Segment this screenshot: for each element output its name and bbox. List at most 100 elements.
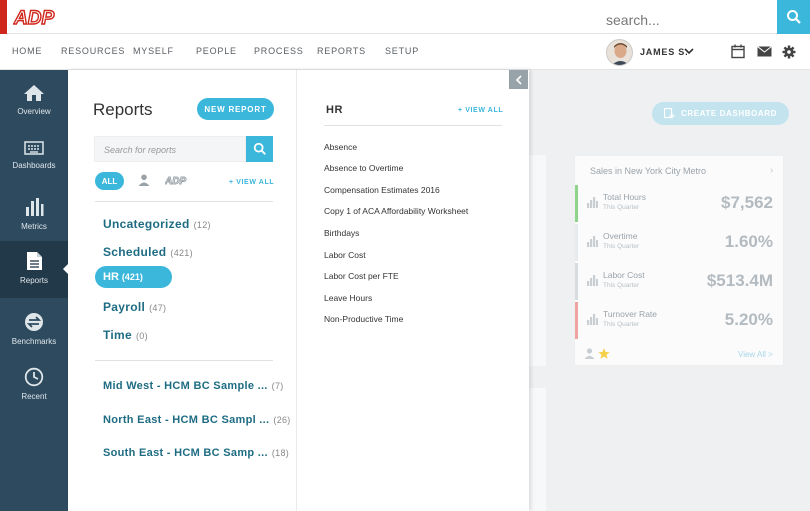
category-count: (12) <box>193 220 211 230</box>
hr-view-all-link[interactable]: + VIEW ALL <box>458 107 504 114</box>
sidebar-item-label: Recent <box>21 392 47 401</box>
report-search-button[interactable] <box>246 136 273 162</box>
report-search-input[interactable]: Search for reports <box>94 136 246 162</box>
report-link[interactable]: Compensation Estimates 2016 <box>324 185 440 195</box>
global-search-button[interactable] <box>777 0 810 34</box>
category-label: HR <box>103 271 119 283</box>
report-link[interactable]: Leave Hours <box>324 293 373 303</box>
calendar-icon[interactable] <box>731 44 745 59</box>
filter-all[interactable]: ALL <box>95 172 124 190</box>
user-name[interactable]: JAMES S. <box>640 47 689 57</box>
category-count: (421) <box>170 248 193 258</box>
group-mid-west[interactable]: Mid West - HCM BC Sample ... (7) <box>103 380 284 392</box>
hr-column-title: HR <box>326 104 343 116</box>
category-scheduled[interactable]: Scheduled (421) <box>103 245 193 259</box>
category-label: Time <box>103 328 132 342</box>
kpi-status-bar <box>575 263 578 300</box>
kpi-status-bar <box>575 302 578 339</box>
category-payroll[interactable]: Payroll (47) <box>103 300 166 314</box>
bar-chart-icon <box>587 314 598 325</box>
reports-panel: Reports NEW REPORT Search for reports AL… <box>68 70 529 511</box>
bar-chart-icon <box>26 198 44 216</box>
report-link[interactable]: Birthdays <box>324 228 360 238</box>
new-report-button[interactable]: NEW REPORT <box>197 98 274 120</box>
nav-myself[interactable]: MYSELF <box>133 46 174 56</box>
dashboard-card-partial-lower <box>528 388 546 511</box>
column-divider <box>296 70 297 511</box>
divider <box>95 360 273 361</box>
kpi-row[interactable]: Total Hours This Quarter $7,562 <box>575 185 783 222</box>
collapse-panel-button[interactable] <box>509 70 528 89</box>
nav-process[interactable]: PROCESS <box>254 46 304 56</box>
divider <box>95 201 273 202</box>
chevron-right-icon[interactable]: › <box>770 165 774 176</box>
kpi-status-bar <box>575 224 578 261</box>
kpi-row[interactable]: Labor Cost This Quarter $513.4M <box>575 263 783 300</box>
sidebar-item-reports[interactable]: Reports <box>0 241 69 298</box>
kpi-name: Overtime <box>603 231 638 241</box>
category-count: (0) <box>136 331 148 341</box>
star-icon[interactable] <box>598 348 610 359</box>
kpi-row[interactable]: Turnover Rate This Quarter 5.20% <box>575 302 783 339</box>
kpi-period: This Quarter <box>603 282 640 289</box>
kpi-card: Sales in New York City Metro › Total Hou… <box>574 155 784 366</box>
kpi-row[interactable]: Overtime This Quarter 1.60% <box>575 224 783 261</box>
sidebar-item-label: Overview <box>17 107 51 116</box>
avatar[interactable] <box>606 39 633 66</box>
view-all-link[interactable]: View All > <box>738 350 773 359</box>
kpi-value: $513.4M <box>706 271 773 290</box>
active-indicator <box>63 263 69 275</box>
category-hr[interactable] <box>95 266 172 288</box>
kpi-card-title: Sales in New York City Metro <box>590 166 707 176</box>
report-link[interactable]: Non-Productive Time <box>324 314 404 324</box>
create-dashboard-button[interactable]: CREATE DASHBOARD <box>652 102 789 125</box>
nav-reports[interactable]: REPORTS <box>317 46 366 56</box>
category-count: (421) <box>121 272 143 282</box>
person-icon[interactable] <box>138 174 150 186</box>
bar-chart-icon <box>587 275 598 286</box>
nav-people[interactable]: PEOPLE <box>196 46 237 56</box>
group-count: (18) <box>271 448 290 458</box>
report-link[interactable]: Absence to Overtime <box>324 163 404 173</box>
category-label: Payroll <box>103 300 146 314</box>
adp-filter-icon[interactable]: ADP <box>165 175 187 185</box>
add-dashboard-icon <box>663 108 675 119</box>
nav-home[interactable]: HOME <box>12 46 43 56</box>
sidebar-item-metrics[interactable]: Metrics <box>0 187 68 243</box>
report-link[interactable]: Labor Cost <box>324 250 366 260</box>
category-label: Scheduled <box>103 245 167 259</box>
main-nav: HOME RESOURCES MYSELF PEOPLE PROCESS REP… <box>0 34 810 70</box>
group-south-east[interactable]: South East - HCM BC Samp ... (18) <box>103 447 289 459</box>
view-all-link[interactable]: + VIEW ALL <box>229 179 275 186</box>
sidebar-item-label: Metrics <box>21 222 47 231</box>
category-uncategorized[interactable]: Uncategorized (12) <box>103 217 211 231</box>
chevron-left-icon <box>515 74 522 85</box>
group-north-east[interactable]: North East - HCM BC Sampl ... (26) <box>103 414 291 426</box>
adp-logo[interactable]: ADP <box>13 6 57 28</box>
sidebar-item-dashboards[interactable]: Dashboards <box>0 130 68 186</box>
report-link[interactable]: Absence <box>324 142 358 152</box>
kpi-period: This Quarter <box>603 321 640 328</box>
nav-resources[interactable]: RESOURCES <box>61 46 126 56</box>
chevron-down-icon[interactable] <box>683 45 695 57</box>
mail-icon[interactable] <box>757 46 772 57</box>
group-label: North East - HCM BC Sampl ... <box>103 414 270 426</box>
category-time[interactable]: Time (0) <box>103 328 148 342</box>
sidebar-item-overview[interactable]: Overview <box>0 74 68 130</box>
sidebar-item-benchmarks[interactable]: Benchmarks <box>0 302 68 358</box>
sidebar-item-recent[interactable]: Recent <box>0 357 68 413</box>
gear-icon[interactable] <box>782 45 796 59</box>
category-label: Uncategorized <box>103 217 190 231</box>
global-search-input[interactable]: search... <box>606 12 660 28</box>
search-icon <box>786 10 801 24</box>
svg-text:ADP: ADP <box>13 8 54 28</box>
bar-chart-icon <box>587 197 598 208</box>
kpi-status-bar <box>575 185 578 222</box>
report-link[interactable]: Copy 1 of ACA Affordability Worksheet <box>324 206 469 216</box>
category-hr-label[interactable]: HR (421) <box>103 271 143 283</box>
report-link[interactable]: Labor Cost per FTE <box>324 271 399 281</box>
group-label: Mid West - HCM BC Sample ... <box>103 380 268 392</box>
nav-setup[interactable]: SETUP <box>385 46 420 56</box>
sidebar: Overview Dashboards Metrics Reports <box>0 70 69 511</box>
person-icon[interactable] <box>584 348 595 359</box>
